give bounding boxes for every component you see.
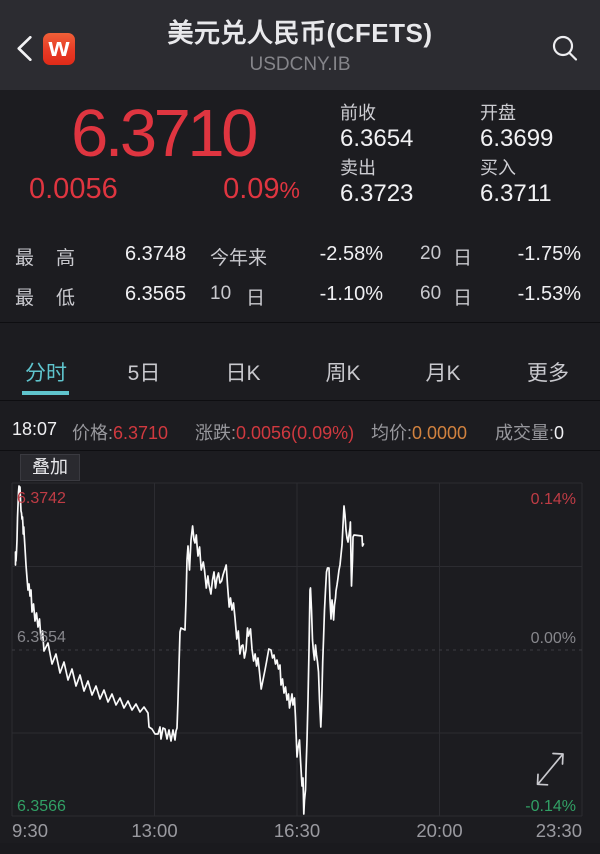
svg-text:0.14%: 0.14% bbox=[531, 491, 576, 508]
svg-text:23:30: 23:30 bbox=[536, 820, 582, 841]
svg-text:0.00%: 0.00% bbox=[531, 630, 576, 647]
svg-text:6.3654: 6.3654 bbox=[17, 629, 66, 646]
svg-text:20:00: 20:00 bbox=[416, 820, 462, 841]
svg-text:6.3566: 6.3566 bbox=[17, 798, 66, 815]
svg-text:13:00: 13:00 bbox=[131, 820, 177, 841]
svg-text:6.3742: 6.3742 bbox=[17, 490, 66, 507]
svg-text:9:30: 9:30 bbox=[12, 820, 48, 841]
svg-text:-0.14%: -0.14% bbox=[525, 798, 576, 815]
svg-text:16:30: 16:30 bbox=[274, 820, 320, 841]
